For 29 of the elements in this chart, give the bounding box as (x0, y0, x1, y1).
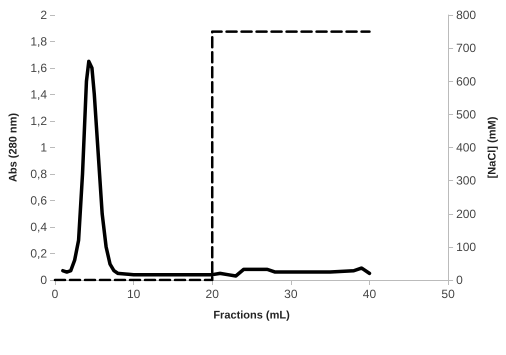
x-tick-label: 40 (362, 287, 376, 301)
y2-tick-label: 300 (456, 174, 476, 188)
y2-tick-label: 800 (456, 8, 476, 22)
y2-axis-title: [NaCl] (mM) (486, 116, 498, 178)
x-tick-label: 20 (206, 287, 220, 301)
x-axis-title: Fractions (mL) (213, 310, 290, 322)
y-axis-title: Abs (280 nm) (8, 112, 20, 182)
y2-tick-label: 600 (456, 74, 476, 88)
y-tick-label: 0,4 (30, 220, 48, 234)
y2-tick-label: 0 (456, 273, 464, 287)
x-tick-label: 50 (441, 287, 456, 301)
y-tick-label: 1 (40, 140, 48, 154)
y2-tick-label: 200 (456, 206, 476, 221)
y2-tick-label: 100 (456, 240, 476, 254)
y2-tick-label: 400 (456, 140, 476, 154)
y-tick-label: 2 (40, 8, 48, 22)
y-tick-label: 1,8 (30, 34, 48, 48)
y-tick-label: 1,2 (30, 114, 48, 128)
y-tick-label: 0,8 (30, 167, 48, 181)
y-tick-label: 0 (40, 273, 48, 287)
y2-tick-label: 500 (456, 107, 476, 122)
y-tick-label: 0,6 (30, 194, 48, 208)
y-tick-label: 1,4 (30, 88, 48, 102)
x-tick-label: 10 (126, 287, 141, 301)
x-tick-label: 30 (284, 287, 298, 301)
x-tick-label: 0 (52, 287, 59, 301)
y-tick-label: 0,2 (30, 246, 48, 260)
y2-tick-label: 700 (456, 41, 476, 56)
y-tick-label: 1,6 (30, 61, 48, 75)
